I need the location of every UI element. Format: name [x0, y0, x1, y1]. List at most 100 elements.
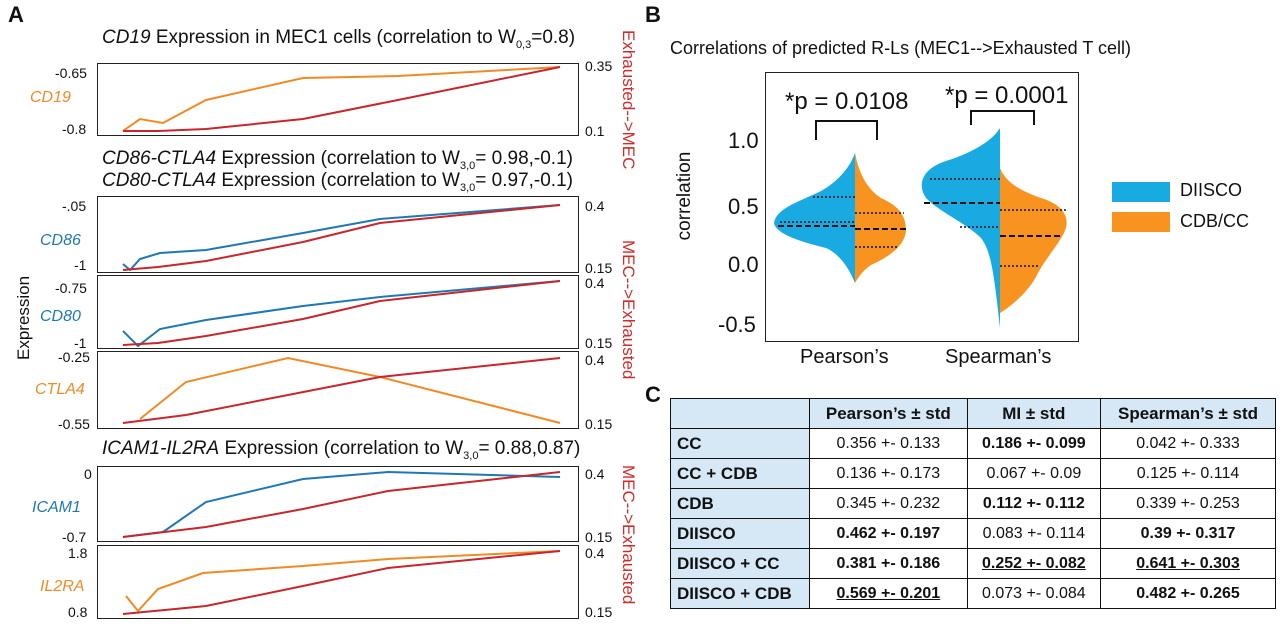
gene-label-ctla4: CTLA4: [35, 381, 85, 398]
gene-label-cd86: CD86: [40, 232, 81, 249]
panel-a-ylabel: Expression: [14, 275, 33, 360]
ytick: -.05: [62, 198, 87, 214]
legend-swatch-cdbcc: [1112, 212, 1170, 232]
right-label-mec-exhausted-1: MEC-->Exhausted: [619, 240, 638, 380]
xtick-pearson: Pearson’s: [800, 346, 889, 368]
table-header-row: Pearson’s ± std MI ± std Spearman’s ± st…: [670, 398, 1276, 429]
cell-spearman: 0.482 +- 0.265: [1100, 578, 1276, 609]
plot-cd19: [97, 63, 579, 136]
table-row: DIISCO 0.462 +- 0.197 0.083 +- 0.114 0.3…: [670, 518, 1276, 549]
table-header-spearman: Spearman’s ± std: [1100, 398, 1276, 429]
cell-pearson: 0.569 +- 0.201: [809, 578, 968, 609]
cell-spearman: 0.042 +- 0.333: [1100, 428, 1276, 459]
row-label: CC + CDB: [670, 458, 810, 489]
panel-a-title-cd86: CD86-CTLA4 Expression (correlation to W3…: [102, 148, 573, 172]
row-label: DIISCO + CDB: [670, 578, 810, 609]
table-header-mi: MI ± std: [966, 398, 1102, 429]
rtick: 0.4: [585, 352, 605, 368]
cell-mi: 0.252 +- 0.082: [966, 548, 1102, 579]
plot-cd86: [97, 196, 579, 273]
gene-label-icam1: ICAM1: [32, 499, 81, 516]
legend-swatch-diisco: [1112, 182, 1170, 202]
table-row: CDB 0.345 +- 0.232 0.112 +- 0.112 0.339 …: [670, 488, 1276, 519]
row-label: CC: [670, 428, 810, 459]
gene-label-cd80: CD80: [40, 308, 81, 325]
ytick: 0.0: [728, 252, 759, 277]
panel-a-title-icam1: ICAM1-IL2RA Expression (correlation to W…: [102, 438, 581, 462]
panel-b-title: Correlations of predicted R-Ls (MEC1-->E…: [670, 38, 1132, 58]
ytick: -1: [74, 257, 87, 273]
cell-spearman: 0.39 +- 0.317: [1100, 518, 1276, 549]
ytick: -0.65: [55, 65, 87, 81]
table-row: DIISCO + CDB 0.569 +- 0.201 0.073 +- 0.0…: [670, 578, 1276, 609]
cell-pearson: 0.356 +- 0.133: [809, 428, 968, 459]
cell-spearman: 0.339 +- 0.253: [1100, 488, 1276, 519]
cell-spearman: 0.641 +- 0.303: [1100, 548, 1276, 579]
table-row: DIISCO + CC 0.381 +- 0.186 0.252 +- 0.08…: [670, 548, 1276, 579]
results-table: Pearson’s ± std MI ± std Spearman’s ± st…: [670, 398, 1276, 609]
panel-a-title-cd19: CD19 Expression in MEC1 cells (correlati…: [102, 27, 576, 51]
ytick: -0.7: [62, 529, 87, 545]
ytick: 1.0: [728, 128, 759, 153]
ytick: -0.55: [58, 416, 90, 432]
violin-pearson-diisco: [774, 153, 855, 283]
rtick: 0.4: [585, 275, 605, 291]
rtick: 0.15: [585, 604, 613, 620]
violin-pearson-cdbcc: [855, 153, 906, 283]
table-header-corner: [670, 398, 810, 429]
ytick: -1: [74, 335, 87, 351]
cell-spearman: 0.125 +- 0.114: [1100, 458, 1276, 489]
plot-cd80: [97, 275, 579, 349]
cell-mi: 0.073 +- 0.084: [966, 578, 1102, 609]
cell-mi: 0.083 +- 0.114: [966, 518, 1102, 549]
violin-plot: [765, 72, 1079, 342]
cell-pearson: 0.345 +- 0.232: [809, 488, 968, 519]
panel-a-letter: A: [8, 2, 24, 27]
rtick: 0.15: [585, 529, 613, 545]
xtick-spearman: Spearman’s: [945, 346, 1052, 368]
ytick: -0.75: [55, 280, 87, 296]
panel-b-letter: B: [645, 2, 661, 27]
plot-ctla4: [97, 351, 579, 429]
right-label-exhausted-mec: Exhausted-->MEC: [619, 30, 638, 170]
panel-a-title-cd80: CD80-CTLA4 Expression (correlation to W3…: [102, 170, 573, 194]
ytick: 0.8: [68, 604, 88, 620]
plot-icam1: [97, 466, 579, 542]
gene-label-il2ra: IL2RA: [40, 578, 85, 595]
row-label: CDB: [670, 488, 810, 519]
rtick: 0.15: [585, 335, 613, 351]
panel-c-letter: C: [645, 382, 661, 407]
cell-mi: 0.186 +- 0.099: [966, 428, 1102, 459]
pvalue-pearson: *p = 0.0108: [785, 88, 909, 115]
rtick: 0.15: [585, 416, 613, 432]
table-header-pearson: Pearson’s ± std: [809, 398, 968, 429]
violin-spearman-diisco: [921, 128, 1000, 328]
plot-il2ra: [97, 545, 579, 619]
ytick: -0.25: [58, 349, 90, 365]
cell-pearson: 0.136 +- 0.173: [809, 458, 968, 489]
rtick: 0.15: [585, 260, 613, 276]
cell-mi: 0.067 +- 0.09: [966, 458, 1102, 489]
table-row: CC + CDB 0.136 +- 0.173 0.067 +- 0.09 0.…: [670, 458, 1276, 489]
ytick: -0.5: [718, 312, 756, 337]
panel-b-ylabel: correlation: [674, 151, 695, 241]
row-label: DIISCO + CC: [670, 548, 810, 579]
cell-pearson: 0.462 +- 0.197: [809, 518, 968, 549]
ytick: 1.8: [68, 545, 88, 561]
ytick: 0: [84, 466, 92, 482]
cell-mi: 0.112 +- 0.112: [966, 488, 1102, 519]
row-label: DIISCO: [670, 518, 810, 549]
rtick: 0.35: [585, 58, 613, 74]
cell-pearson: 0.381 +- 0.186: [809, 548, 968, 579]
legend-label-cdbcc: CDB/CC: [1180, 211, 1250, 231]
rtick: 0.4: [585, 466, 605, 482]
ytick: 0.5: [728, 194, 759, 219]
rtick: 0.4: [585, 545, 605, 561]
right-label-mec-exhausted-2: MEC-->Exhausted: [619, 465, 638, 605]
ytick: -0.8: [62, 121, 87, 137]
table-row: CC 0.356 +- 0.133 0.186 +- 0.099 0.042 +…: [670, 428, 1276, 459]
violin-spearman-cdbcc: [1000, 168, 1067, 313]
gene-label-cd19: CD19: [30, 89, 71, 106]
rtick: 0.1: [585, 123, 605, 139]
legend-label-diisco: DIISCO: [1180, 180, 1243, 200]
